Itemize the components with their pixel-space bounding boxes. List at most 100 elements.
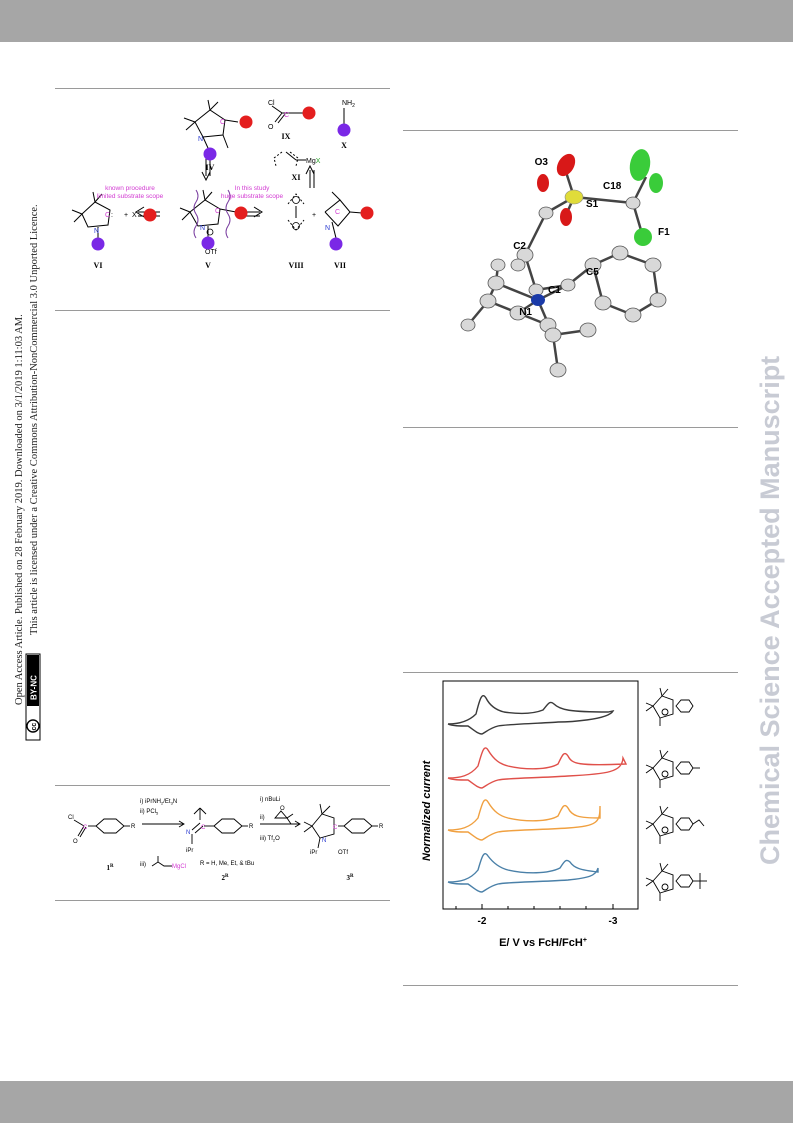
- s2-carbon-1: C: [83, 825, 88, 831]
- vii-nitrogen-atom: N: [325, 225, 330, 232]
- limited-scope-note: limited substrate scope: [97, 193, 164, 200]
- s2-r-3: R: [379, 824, 384, 830]
- substituent-note: R = H, Me, Et, & tBu: [200, 861, 254, 867]
- reagent-step5: ii): [260, 815, 265, 821]
- scheme-2-synthesis: Cl O C R C N iPr R C N iPr OTf R i) iPrN…: [68, 797, 384, 882]
- compound-2-label: 2R: [221, 874, 229, 882]
- label-iv: IV: [206, 163, 215, 172]
- scheme1-bottom-rule: [55, 310, 390, 311]
- fluorine-atom-f1: [634, 228, 652, 246]
- reagent-step4: i) nBuLi: [260, 797, 280, 803]
- reagent-step1: i) iPrNH2/Et3N: [140, 799, 177, 806]
- v-red-substituent: [234, 206, 248, 220]
- reagent-step2: ii) PCl5: [140, 809, 159, 816]
- label-o3: O3: [535, 157, 549, 168]
- cv-trace-phenyl: [447, 695, 615, 735]
- vi-leaving-group: X: [132, 212, 137, 219]
- structure-tolyl: [645, 749, 700, 788]
- vi-red-substituent: [143, 208, 157, 222]
- figure2-bottom-rule: [403, 985, 738, 986]
- figure1-bottom-rule: [403, 427, 738, 428]
- s2-carbon-2: C: [201, 825, 206, 831]
- scheme2-bottom-rule: [55, 900, 390, 901]
- iv-red-substituent: [239, 115, 253, 129]
- label-c2: C2: [513, 241, 526, 252]
- vii-plus-sign: +: [312, 212, 316, 219]
- xi-grignard-label: MgX: [306, 158, 321, 165]
- label-viii: VIII: [288, 261, 303, 270]
- iv-carbon-atom: C: [220, 119, 225, 126]
- nitrogen-atom: [531, 294, 545, 306]
- s2-oxygen-label: O: [73, 839, 78, 845]
- cc-license-badge[interactable]: cc BY-NC: [25, 653, 41, 741]
- s2-r-2: R: [249, 824, 254, 830]
- known-procedure-note: known procedure: [105, 185, 155, 192]
- by-nc-text: BY-NC: [30, 675, 39, 700]
- cyclic-voltammogram-chart: -2 -3 E/ V vs FcH/FcH+ Normalized curren…: [421, 680, 707, 949]
- cv-trace-tolyl: [447, 747, 628, 789]
- oxygen-atom-o3: [556, 153, 576, 177]
- huge-scope-note: huge substrate scope: [221, 193, 284, 200]
- scheme-1-retrosynthesis: C N C : N + X C N OTf C N + Cl O C NH2 M…: [71, 99, 374, 270]
- license-sidebar: Open Access Article. Published on 28 Feb…: [14, 204, 41, 741]
- reagent-step3: iii): [140, 862, 146, 868]
- label-c1: C1: [548, 285, 561, 296]
- top-banner: [0, 0, 793, 42]
- cc-badge-text: cc: [31, 723, 38, 731]
- vi-nitrogen-atom: N: [94, 228, 99, 235]
- structure-tbutylphenyl: [645, 862, 707, 901]
- vii-red-substituent: [360, 206, 374, 220]
- v-purple-substituent: [201, 236, 215, 250]
- oxygen-atom-o2: [560, 208, 572, 226]
- epoxide-oxygen: O: [280, 806, 285, 812]
- ix-red-substituent: [302, 106, 316, 120]
- scheme1-top-rule: [55, 88, 390, 89]
- structure-ethylphenyl: [645, 805, 705, 844]
- v-nitrogen-atom: N: [200, 225, 205, 232]
- cc-icon: [26, 719, 40, 733]
- plot-frame: [442, 680, 639, 910]
- fluorine-atom-f2: [649, 173, 663, 193]
- this-study-note: In this study: [235, 185, 270, 192]
- x-tick-label-minus-3: -3: [609, 916, 618, 927]
- ix-chlorine-label: Cl: [268, 100, 275, 107]
- label-f1: F1: [658, 227, 670, 238]
- manuscript-watermark: Chemical Science Accepted Manuscript: [755, 356, 785, 865]
- s2-nitrogen-2: N: [186, 830, 190, 836]
- structure-phenyl: [645, 687, 694, 726]
- label-c18: C18: [603, 181, 622, 192]
- vii-purple-substituent: [329, 237, 343, 251]
- s2-ipr-2: iPr: [186, 848, 193, 854]
- cv-trace-ethylphenyl: [447, 799, 601, 841]
- s2-chlorine-label: Cl: [68, 815, 74, 821]
- vi-purple-substituent: [91, 237, 105, 251]
- compound-1-label: 1R: [106, 864, 114, 872]
- vii-carbon-atom: C: [335, 209, 340, 216]
- bottom-banner: [0, 1081, 793, 1123]
- s2-otf-3: OTf: [338, 850, 348, 856]
- watermark-text: Chemical Science Accepted Manuscript: [755, 356, 785, 865]
- s2-carbon-3: C: [333, 825, 338, 831]
- x-amine-label: NH2: [342, 100, 355, 109]
- scheme2-top-rule: [55, 785, 390, 786]
- oxygen-atom-o1: [537, 174, 549, 192]
- iv-nitrogen-atom: N: [198, 136, 203, 143]
- vi-plus-sign: +: [124, 212, 128, 219]
- label-x: X: [341, 141, 347, 150]
- vi-lone-pair: :: [111, 212, 113, 219]
- ix-oxygen-label: O: [268, 124, 274, 131]
- x-axis-label: E/ V vs FcH/FcH+: [499, 937, 587, 949]
- label-xi: XI: [292, 173, 301, 182]
- fluorine-atom-f3: [629, 149, 651, 181]
- iv-purple-substituent: [203, 147, 217, 161]
- crystal-structure-figure: O3 S1 C18 F1 C2 C5 C1 N1: [460, 149, 670, 378]
- s2-nitrogen-3: N: [322, 838, 326, 844]
- ix-carbon-atom: C: [284, 112, 289, 119]
- sulfur-atom: [564, 189, 584, 205]
- v-triflate-label: OTf: [205, 249, 217, 256]
- v-carbon-atom: C: [215, 208, 220, 215]
- label-v: V: [205, 261, 211, 270]
- label-s1: S1: [586, 199, 599, 210]
- compound-3-label: 3R: [346, 874, 354, 882]
- label-ix: IX: [282, 132, 291, 141]
